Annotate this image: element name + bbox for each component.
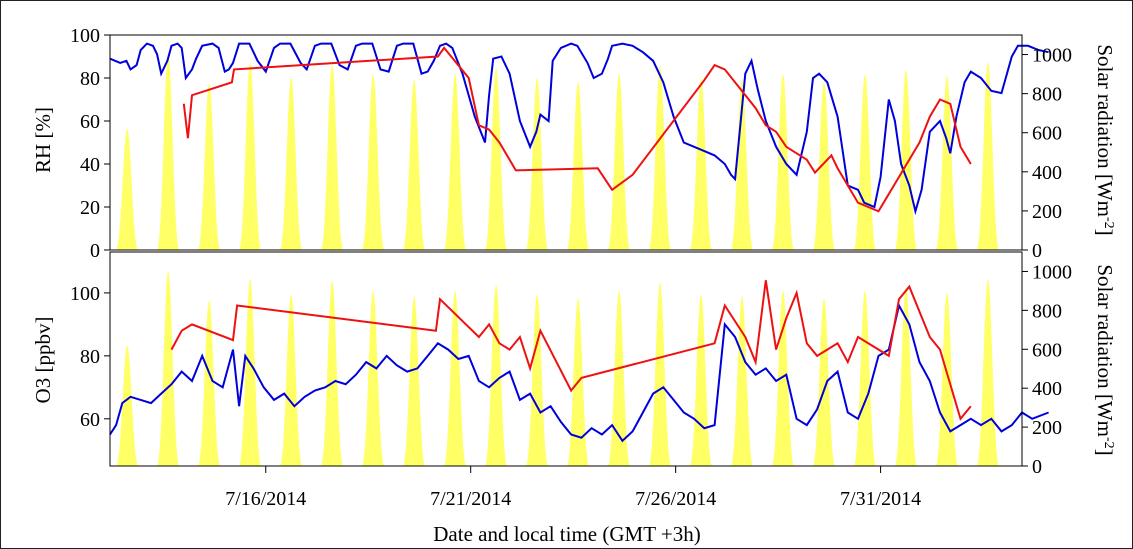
solar-radiation-peak <box>525 294 549 466</box>
solar-radiation-axis-title-top: Solar radiation [Wm-2] <box>1093 44 1117 235</box>
rh-axis-title: RH [%] <box>31 107 55 173</box>
solar-radiation-peak <box>361 290 385 466</box>
solar-radiation-peak <box>361 74 385 250</box>
solar-radiation-peak <box>976 62 1000 251</box>
solar-radiation-peak <box>443 74 467 250</box>
solar-radiation-peak <box>525 78 549 250</box>
solar-radiation-peak <box>935 76 959 250</box>
solar-radiation-peak <box>976 279 1000 466</box>
highlight-series-line <box>170 280 972 421</box>
solar-radiation-axis-title-bottom: Solar radiation [Wm-2] <box>1093 264 1117 455</box>
y2-tick-label: 400 <box>1032 378 1062 400</box>
y-tick-label: 40 <box>80 154 100 176</box>
x-tick-label: 7/16/2014 <box>225 488 306 510</box>
solar-radiation-peak <box>238 62 262 251</box>
x-tick-label: 7/31/2014 <box>840 488 921 510</box>
main-series-line <box>109 42 1049 216</box>
x-axis: 7/16/2014 7/21/2014 7/26/2014 7/31/2014 <box>225 466 921 510</box>
solar-radiation-peak <box>689 78 713 250</box>
solar-radiation-peak <box>648 283 672 466</box>
solar-radiation-peak <box>115 128 139 250</box>
solar-radiation-peak <box>197 300 221 466</box>
x-tick-label: 7/21/2014 <box>430 488 511 510</box>
panel-border <box>109 34 1023 251</box>
solar-radiation-peak <box>730 79 754 250</box>
y2-tick-label: 200 <box>1032 201 1062 223</box>
solar-radiation-peak <box>894 70 918 250</box>
y2-tick-label: 800 <box>1032 84 1062 106</box>
y-tick-label: 100 <box>70 25 100 47</box>
solar-radiation-peak <box>156 54 180 250</box>
solar-radiation-peak <box>771 74 795 250</box>
solar-radiation-peak <box>156 271 180 466</box>
x-axis-title: Date and local time (GMT +3h) <box>433 522 700 546</box>
solar-radiation-peak <box>648 66 672 250</box>
y2-tick-label: 200 <box>1032 417 1062 439</box>
solar-radiation-peak <box>812 298 836 466</box>
solar-radiation-peak <box>607 290 631 466</box>
y-tick-label: 60 <box>80 111 100 133</box>
solar-radiation-peak <box>402 79 426 250</box>
solar-radiation-peak <box>197 83 221 250</box>
solar-radiation-peak <box>238 279 262 466</box>
y2-tick-label: 600 <box>1032 123 1062 145</box>
solar-radiation-peak <box>484 285 508 466</box>
highlight-series-line <box>182 46 972 213</box>
panel-border <box>109 251 1023 467</box>
solar-radiation-peak <box>115 345 139 466</box>
solar-radiation-peak <box>894 287 918 466</box>
y2-tick-label: 600 <box>1032 339 1062 361</box>
solar-radiation-peak <box>443 290 467 466</box>
solar-radiation-peak <box>689 294 713 466</box>
y2-tick-label: 800 <box>1032 300 1062 322</box>
y-tick-label: 80 <box>80 68 100 90</box>
solar-radiation-peak <box>320 281 344 466</box>
solar-radiation-peak <box>771 290 795 466</box>
solar-radiation-peak <box>402 296 426 466</box>
y-tick-label: 0 <box>90 240 100 262</box>
y-tick-label: 60 <box>80 409 100 431</box>
solar-radiation-peak <box>607 74 631 250</box>
o3-axis-title: O3 [ppbv] <box>31 317 55 404</box>
solar-radiation-peak <box>320 64 344 251</box>
solar-radiation-peak <box>484 68 508 251</box>
y2-tick-label: 400 <box>1032 162 1062 184</box>
solar-radiation-peak <box>853 74 877 250</box>
solar-radiation-peak <box>566 81 590 250</box>
y2-tick-label: 0 <box>1032 240 1042 262</box>
y2-tick-label: 0 <box>1032 456 1042 478</box>
y2-tick-label: 1000 <box>1032 45 1072 67</box>
solar-radiation-peak <box>279 294 303 466</box>
x-tick-label: 7/26/2014 <box>635 488 716 510</box>
solar-radiation-peak <box>812 81 836 250</box>
solar-radiation-peak <box>730 296 754 466</box>
solar-radiation-peak <box>279 78 303 250</box>
y-tick-label: 80 <box>80 346 100 368</box>
y-tick-label: 20 <box>80 197 100 219</box>
solar-radiation-peak <box>935 292 959 466</box>
solar-radiation-peak <box>853 290 877 466</box>
y-tick-label: 100 <box>70 283 100 305</box>
y2-tick-label: 1000 <box>1032 261 1072 283</box>
